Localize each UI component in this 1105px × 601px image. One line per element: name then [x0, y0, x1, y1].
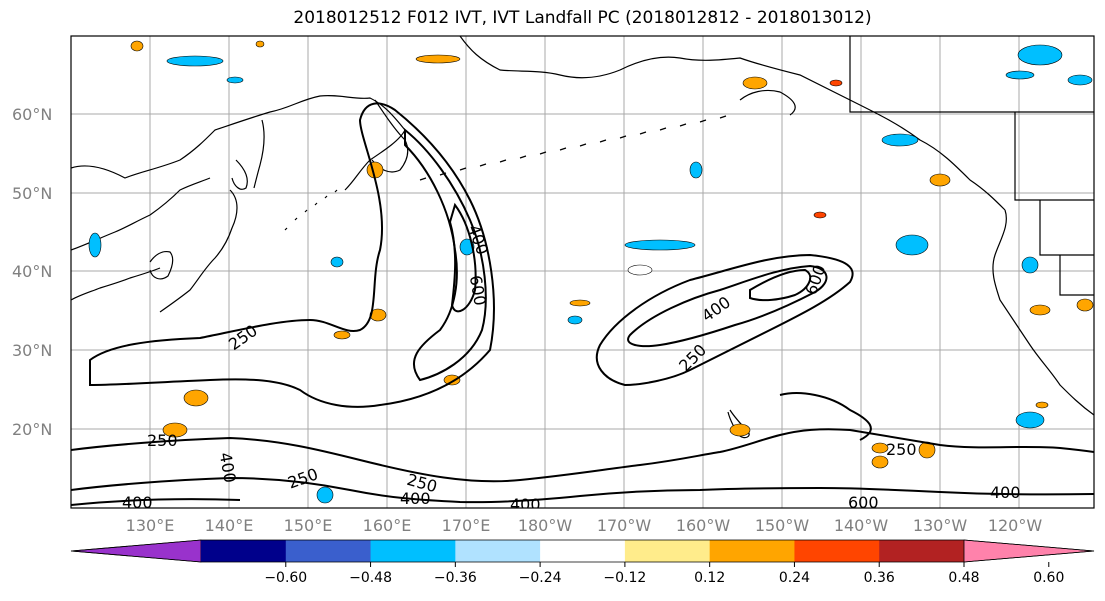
ivt-contours [71, 102, 1094, 506]
colorbar-tick-label: 0.36 [864, 570, 895, 586]
lon-label: 170°E [442, 516, 491, 535]
lon-label: 130°E [126, 516, 175, 535]
colorbar-frame [70, 539, 1095, 563]
map-title: 2018012512 F012 IVT, IVT Landfall PC (20… [293, 8, 872, 28]
lon-label: 140°E [205, 516, 254, 535]
latitude-labels: 60°N 50°N 40°N 30°N 20°N [12, 105, 52, 439]
colorbar-tick-label: 0.24 [779, 570, 810, 586]
colorbar-segment [879, 540, 965, 562]
colorbar-tick-label: −0.60 [264, 570, 307, 586]
contour-label-600-se: 600 [848, 493, 879, 512]
colorbar-tick-label: −0.24 [519, 570, 562, 586]
lon-label: 160°E [363, 516, 412, 535]
colorbar-tick-label: 0.60 [1033, 570, 1064, 586]
contour-label-400-s1: 400 [400, 489, 431, 508]
contour-label-400-sw2: 400 [122, 493, 153, 512]
colorbar-segment [709, 540, 795, 562]
colorbar-tick-label: −0.12 [603, 570, 646, 586]
lon-label: 180°W [518, 516, 573, 535]
lat-label: 40°N [12, 262, 52, 281]
coastlines [71, 36, 1094, 439]
colorbar-segment [540, 540, 626, 562]
lat-label: 20°N [12, 420, 52, 439]
lon-label: 120°W [988, 516, 1043, 535]
lon-label: 130°W [913, 516, 968, 535]
colorbar-tick-label: −0.48 [349, 570, 392, 586]
lat-label: 50°N [12, 184, 52, 203]
contour-label-250-e: 250 [886, 440, 917, 459]
colorbar-segment [794, 540, 880, 562]
pc-shading [88, 40, 1094, 504]
contour-label-400-s2: 400 [510, 495, 541, 514]
lon-label: 170°W [597, 516, 652, 535]
lon-label: 160°W [676, 516, 731, 535]
colorbar-extend-max [963, 539, 1095, 563]
lat-label: 60°N [12, 105, 52, 124]
colorbar-tick-label: 0.12 [694, 570, 725, 586]
lon-label: 140°W [834, 516, 889, 535]
colorbar-segment [624, 540, 711, 562]
colorbar-segment [201, 540, 287, 562]
map-frame [70, 35, 1095, 509]
colorbar-tick-label: 0.48 [948, 570, 979, 586]
lon-label: 150°E [284, 516, 333, 535]
colorbar-segment [370, 540, 456, 562]
lon-label: 150°W [755, 516, 810, 535]
colorbar-segment [285, 540, 372, 562]
contour-label-250-sw: 250 [147, 431, 178, 450]
colorbar-extend-min [70, 539, 202, 563]
colorbar: −0.60 −0.48 −0.36 −0.24 −0.12 0.12 0.24 0.36 0.4… [70, 539, 1095, 586]
colorbar-tick-label: −0.36 [434, 570, 477, 586]
longitude-labels: 130°E 140°E 150°E 160°E 170°E 180°W 170°… [126, 516, 1043, 535]
lat-label: 30°N [12, 341, 52, 360]
contour-label-400-se: 400 [990, 483, 1021, 502]
colorbar-segment [455, 540, 541, 562]
